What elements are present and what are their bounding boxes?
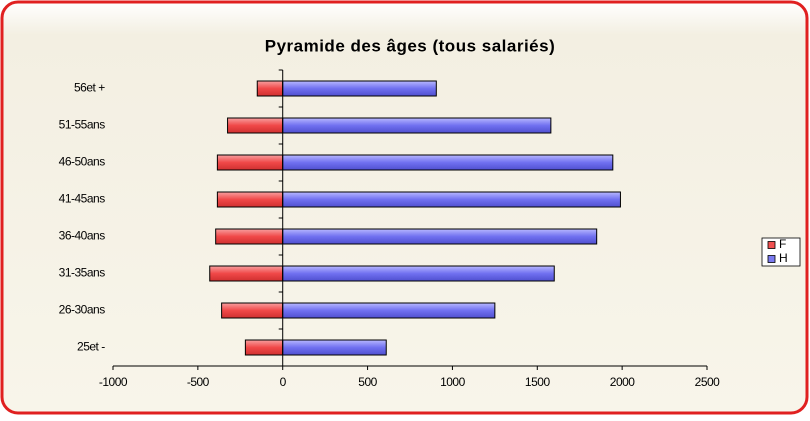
- bar: [221, 302, 284, 319]
- x-tick-label: -500: [187, 375, 210, 389]
- legend-label: H: [779, 251, 787, 265]
- x-tick-label: 0: [280, 375, 287, 389]
- bar: [282, 228, 598, 245]
- bar: [227, 117, 284, 134]
- legend-swatch: [767, 241, 776, 249]
- y-tick-label: 56et +: [74, 81, 105, 95]
- chart-title: Pyramide des âges (tous salariés): [265, 36, 556, 55]
- legend-label: F: [779, 237, 786, 251]
- bar: [282, 80, 437, 97]
- bar: [282, 154, 614, 171]
- bar: [209, 265, 284, 282]
- bar: [256, 80, 284, 97]
- legend-swatch: [767, 255, 776, 263]
- y-tick-label: 51-55ans: [59, 118, 106, 132]
- x-tick-label: 2500: [695, 375, 721, 389]
- x-tick-label: -1000: [99, 375, 128, 389]
- y-tick-label: 41-45ans: [59, 192, 106, 206]
- bar: [282, 117, 552, 134]
- y-tick-label: 26-30ans: [59, 303, 106, 317]
- y-tick-label: 25et -: [77, 340, 105, 354]
- bar: [282, 302, 496, 319]
- y-tick-label: 36-40ans: [59, 229, 106, 243]
- bar: [216, 154, 284, 171]
- bar: [215, 228, 284, 245]
- y-tick-label: 46-50ans: [59, 155, 106, 169]
- bar: [216, 191, 284, 208]
- bar: [244, 339, 284, 356]
- x-tick-label: 2000: [610, 375, 636, 389]
- y-tick-label: 31-35ans: [59, 266, 106, 280]
- bar: [282, 339, 387, 356]
- x-tick-label: 1500: [525, 375, 551, 389]
- bar: [282, 265, 555, 282]
- x-tick-label: 1000: [440, 375, 466, 389]
- x-tick-label: 500: [358, 375, 377, 389]
- bar: [282, 191, 621, 208]
